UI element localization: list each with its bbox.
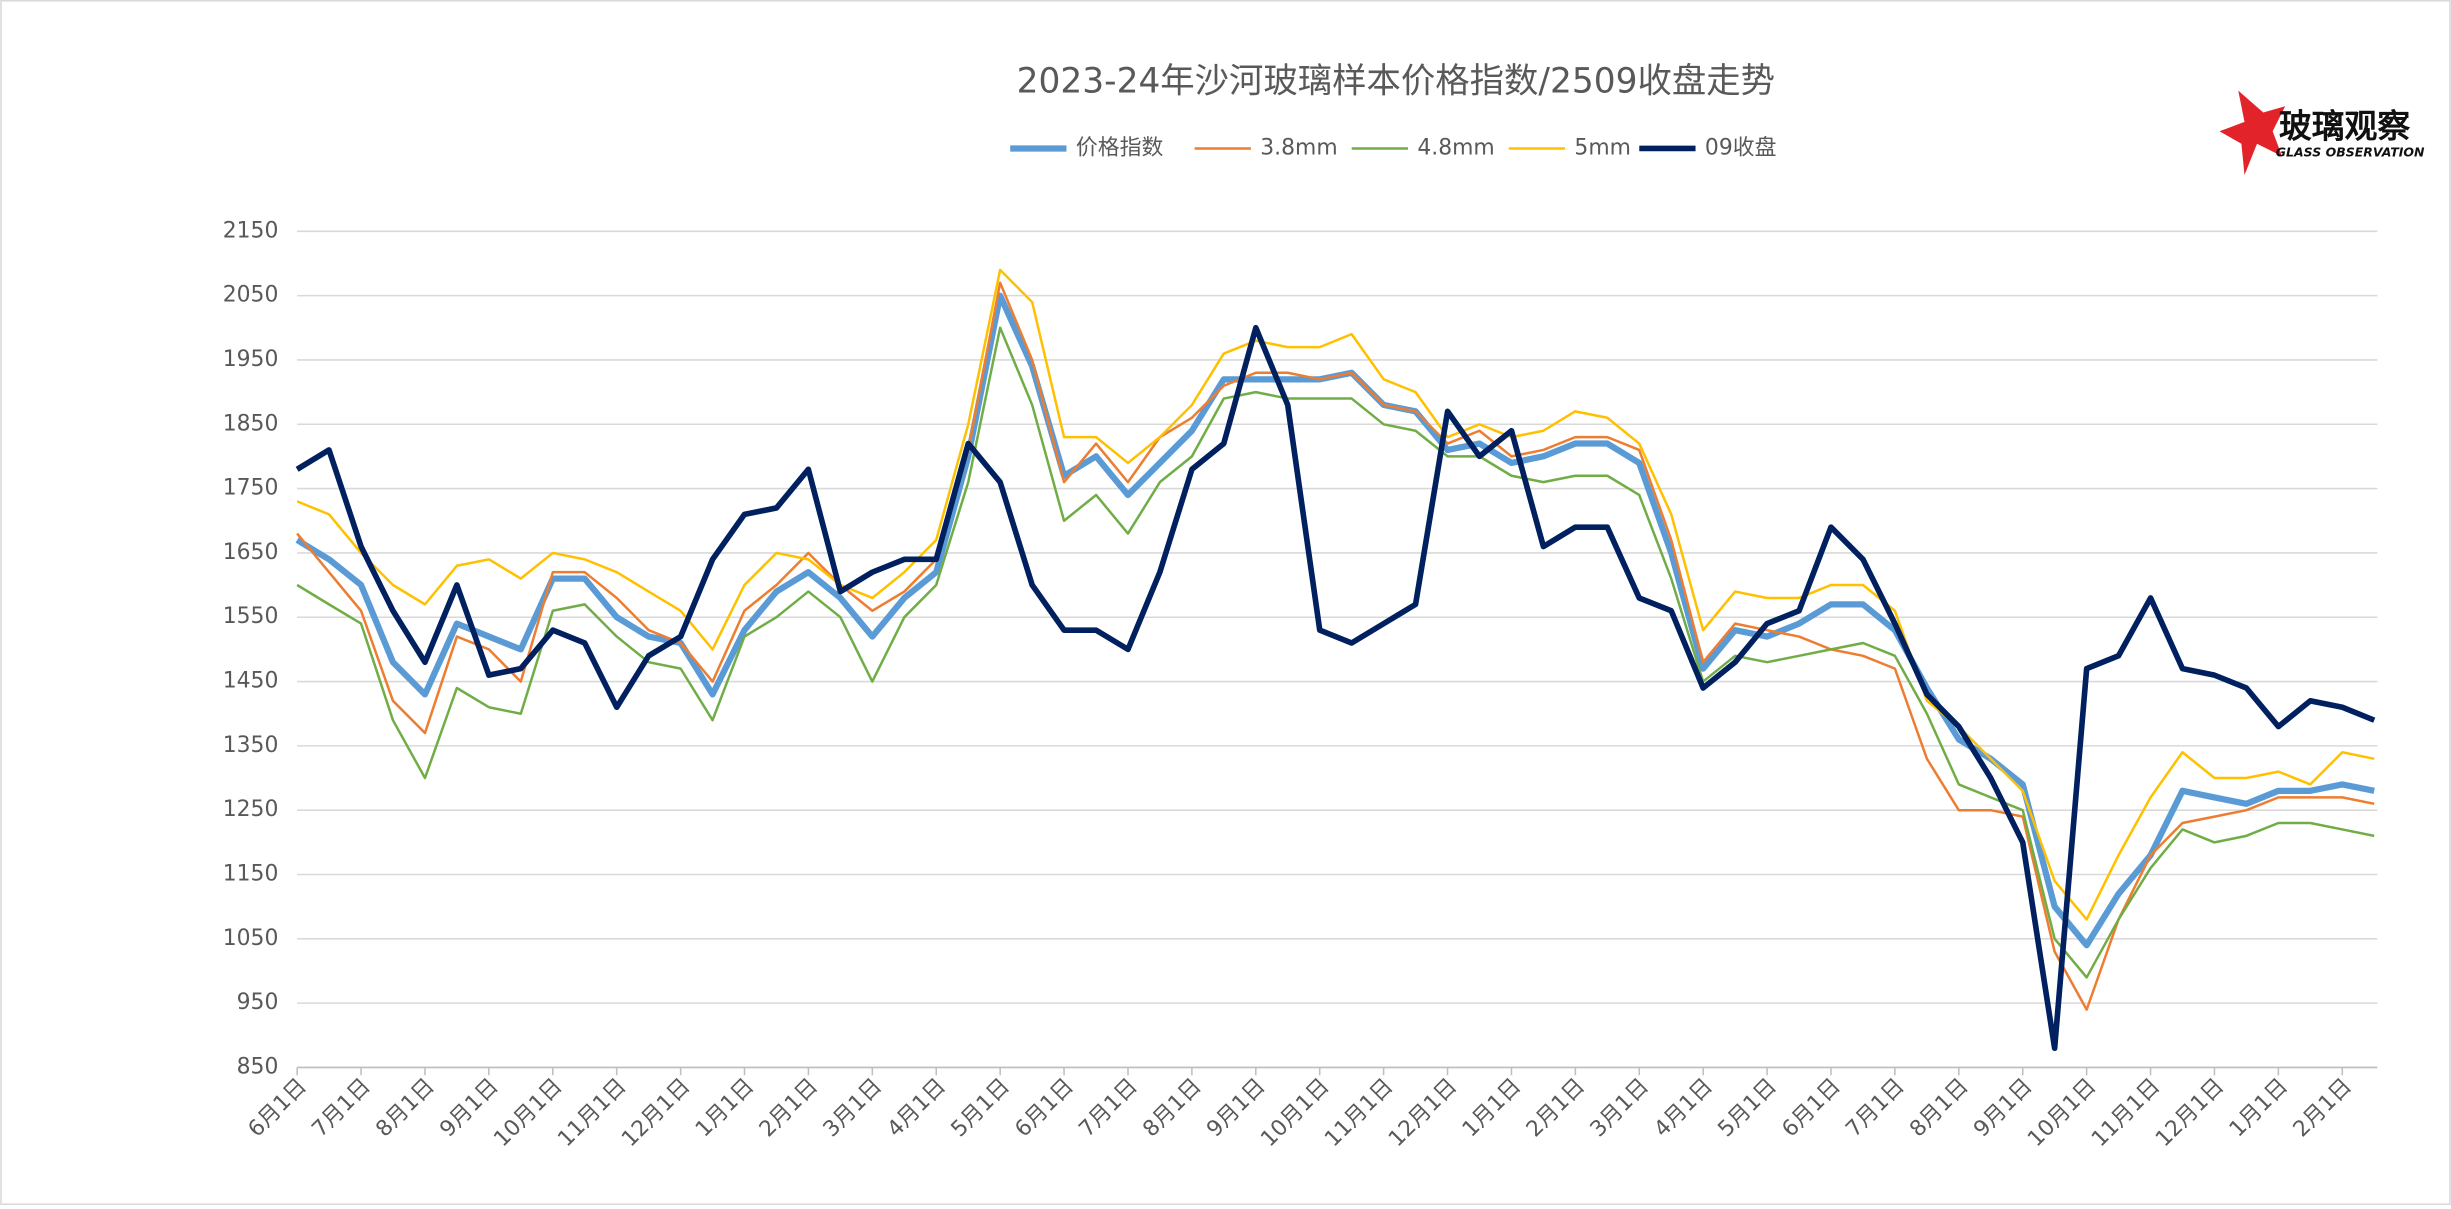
chart-title: 2023-24年沙河玻璃样本价格指数/2509收盘走势 [1017,61,1775,101]
logo-title: 玻璃观察 [2279,108,2410,146]
legend-label: 4.8mm [1417,135,1494,160]
legend-label: 5mm [1574,135,1631,160]
y-tick-label: 1850 [223,411,279,436]
y-tick-label: 1750 [223,476,279,501]
y-tick-label: 950 [237,990,279,1015]
logo-subtitle: GLASS OBSERVATION [2276,145,2425,160]
y-tick-label: 1450 [223,669,279,694]
y-tick-label: 1650 [223,540,279,565]
series-line [295,324,2376,1052]
y-tick-label: 1350 [223,733,279,758]
series-line [296,326,2375,979]
series-line [296,281,2375,1011]
y-tick-label: 1950 [223,347,279,372]
y-tick-label: 1050 [223,926,279,951]
logo-star [2219,90,2286,176]
y-tick-label: 2050 [223,283,279,308]
y-tick-label: 2150 [223,218,279,243]
legend-label: 3.8mm [1260,135,1337,160]
y-tick-label: 1150 [223,862,279,887]
legend: 价格指数 3.8mm 4.8mm 5mm 09收盘 [1010,135,1777,160]
y-tick-label: 850 [237,1054,279,1079]
legend-label: 价格指数 [1076,135,1164,160]
y-tick-label: 1550 [223,604,279,629]
series-line [296,268,2375,921]
legend-label: 09收盘 [1705,135,1777,160]
y-tick-label: 1250 [223,797,279,822]
logo: 玻璃观察 GLASS OBSERVATION [2219,90,2425,176]
